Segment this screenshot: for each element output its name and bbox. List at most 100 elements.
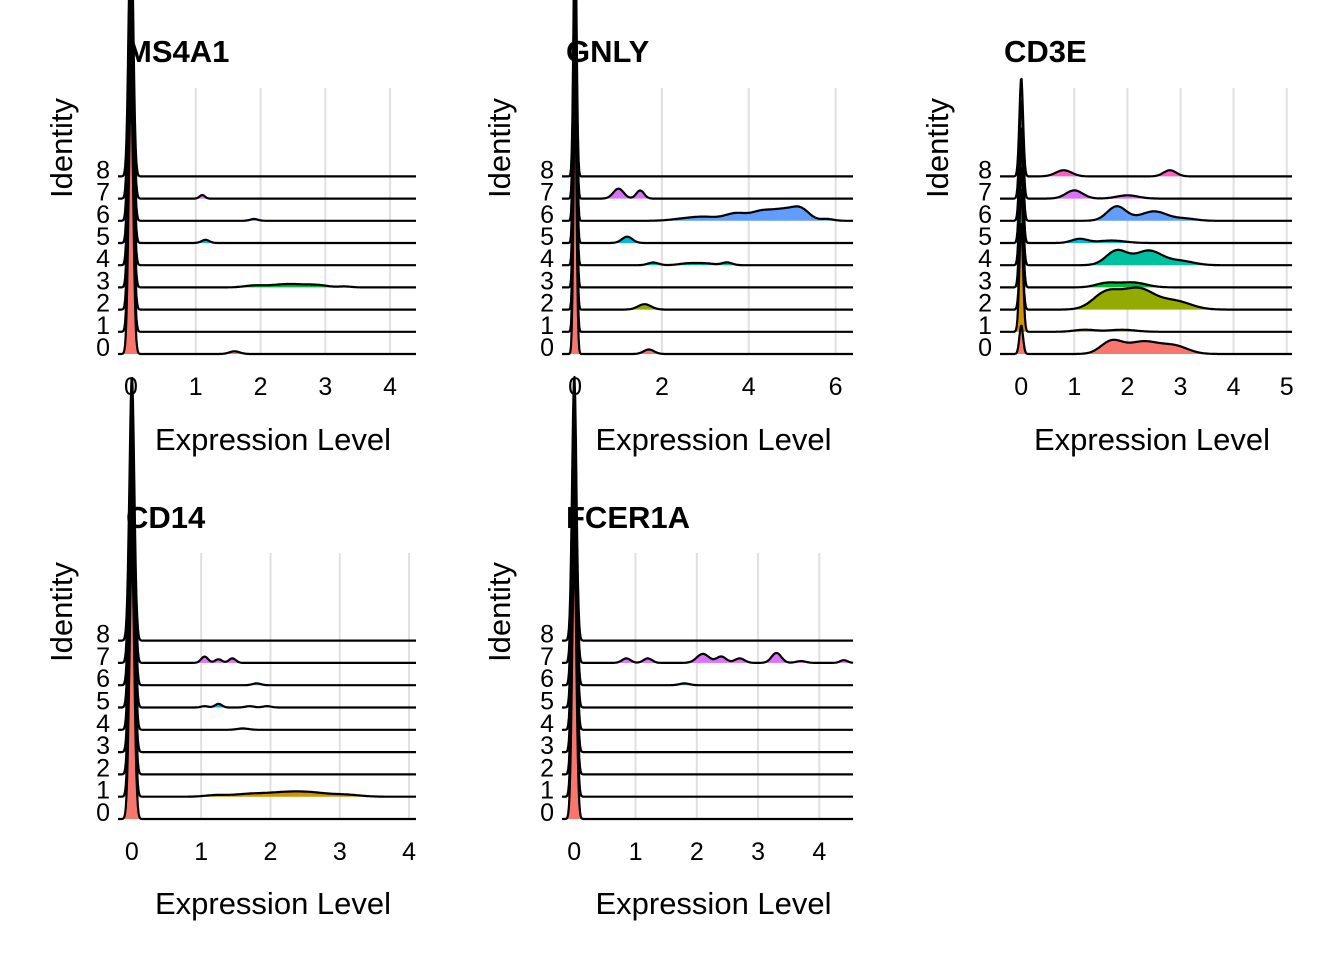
ridge-fill-5 xyxy=(562,444,853,708)
ridge-fill-5 xyxy=(118,445,416,708)
x-tick-label: 3 xyxy=(318,373,332,401)
ridge-fill-1 xyxy=(118,68,416,332)
y-axis-label: Identity xyxy=(44,562,79,662)
ridge-fill-1 xyxy=(1000,224,1292,332)
x-tick-label: 0 xyxy=(567,838,581,866)
x-axis-label: Expression Level xyxy=(595,422,831,457)
ridge-line-0 xyxy=(562,555,853,819)
ridge-fill-2 xyxy=(562,46,853,310)
ridge-fill-8 xyxy=(118,0,416,176)
ridge-line-6 xyxy=(1000,129,1292,221)
ridge-line-0 xyxy=(118,90,416,354)
ridge-fill-1 xyxy=(118,534,416,797)
ridge-line-1 xyxy=(562,533,853,797)
x-tick-label: 6 xyxy=(829,373,843,401)
ridge-fill-0 xyxy=(562,555,853,819)
x-axis-label: Expression Level xyxy=(155,886,391,921)
x-tick-label: 2 xyxy=(1120,373,1134,401)
x-axis-label: Expression Level xyxy=(1034,422,1270,457)
panel-title: FCER1A xyxy=(566,500,690,535)
ridge-line-1 xyxy=(1000,224,1292,332)
ridge-fill-1 xyxy=(562,533,853,797)
ridge-fill-6 xyxy=(118,423,416,686)
ridge-fill-3 xyxy=(1000,190,1292,287)
ridge-fill-7 xyxy=(118,0,416,199)
ridge-line-7 xyxy=(562,0,853,199)
x-tick-label: 4 xyxy=(1227,373,1241,401)
ridge-line-5 xyxy=(1000,146,1292,243)
identity-label-8: 8 xyxy=(96,621,110,649)
ridge-line-2 xyxy=(118,46,416,310)
x-tick-label: 2 xyxy=(254,373,268,401)
ridge-line-1 xyxy=(118,534,416,797)
x-tick-label: 1 xyxy=(629,838,643,866)
x-tick-label: 4 xyxy=(402,838,416,866)
y-axis-label: Identity xyxy=(482,98,517,198)
x-tick-label: 4 xyxy=(383,373,397,401)
panel-cd14: 0123456780 1 2 3 4CD14IdentityExpression Lev… xyxy=(44,378,416,921)
ridge-line-7 xyxy=(118,0,416,199)
y-axis-label: Identity xyxy=(44,98,79,198)
x-tick-label: 0 xyxy=(1014,373,1028,401)
ridge-line-1 xyxy=(118,68,416,332)
x-tick-label: 0 xyxy=(125,838,139,866)
x-axis-label: Expression Level xyxy=(595,886,831,921)
identity-label-8: 8 xyxy=(978,156,992,184)
ridge-fill-8 xyxy=(1000,79,1292,176)
ridge-fill-0 xyxy=(562,90,853,354)
ridge-line-0 xyxy=(118,556,416,819)
ridge-line-2 xyxy=(118,512,416,775)
panel-title: CD14 xyxy=(126,500,206,535)
x-tick-label: 5 xyxy=(1280,373,1294,401)
ridge-fill-6 xyxy=(1000,129,1292,221)
ridge-line-7 xyxy=(1000,101,1292,198)
ridge-line-5 xyxy=(118,445,416,708)
ridge-line-8 xyxy=(118,0,416,176)
identity-label-8: 8 xyxy=(96,156,110,184)
ridge-line-6 xyxy=(118,423,416,686)
ridge-fill-8 xyxy=(562,0,853,176)
ridge-fill-2 xyxy=(562,511,853,775)
ridge-line-3 xyxy=(1000,190,1292,287)
ridge-line-2 xyxy=(562,511,853,775)
x-tick-label: 4 xyxy=(812,838,826,866)
ridge-fill-7 xyxy=(562,0,853,199)
ridge-fill-2 xyxy=(118,512,416,775)
ridge-fill-0 xyxy=(1000,326,1292,354)
x-tick-label: 2 xyxy=(655,373,669,401)
y-axis-label: Identity xyxy=(482,562,517,662)
x-tick-label: 3 xyxy=(751,838,765,866)
x-tick-label: 3 xyxy=(333,838,347,866)
ridge-line-8 xyxy=(1000,79,1292,176)
y-axis-label: Identity xyxy=(920,98,955,198)
ridge-line-2 xyxy=(562,46,853,310)
x-tick-label: 1 xyxy=(1067,373,1081,401)
panel-title: GNLY xyxy=(566,34,650,69)
x-axis-label: Expression Level xyxy=(155,422,391,457)
panel-title: MS4A1 xyxy=(126,34,229,69)
x-tick-label: 1 xyxy=(189,373,203,401)
ridge-fill-0 xyxy=(118,556,416,819)
x-tick-label: 3 xyxy=(1174,373,1188,401)
ridge-line-5 xyxy=(562,444,853,708)
x-tick-label: 4 xyxy=(742,373,756,401)
x-tick-label: 2 xyxy=(690,838,704,866)
ridge-fill-0 xyxy=(118,90,416,354)
panel-fcer1a: 0123456780 1 2 3 4FCER1AIdentityExpression L… xyxy=(482,377,853,921)
ridge-line-0 xyxy=(562,90,853,354)
identity-label-8: 8 xyxy=(540,156,554,184)
ridge-line-1 xyxy=(562,68,853,332)
panel-title: CD3E xyxy=(1004,34,1087,69)
ridge-fill-1 xyxy=(562,68,853,332)
ridge-line-6 xyxy=(562,422,853,686)
x-tick-label: 2 xyxy=(264,838,278,866)
ridge-fill-7 xyxy=(1000,101,1292,198)
ridge-fill-6 xyxy=(562,422,853,686)
ridge-line-8 xyxy=(562,0,853,176)
identity-label-8: 8 xyxy=(540,621,554,649)
ridge-fill-2 xyxy=(118,46,416,310)
